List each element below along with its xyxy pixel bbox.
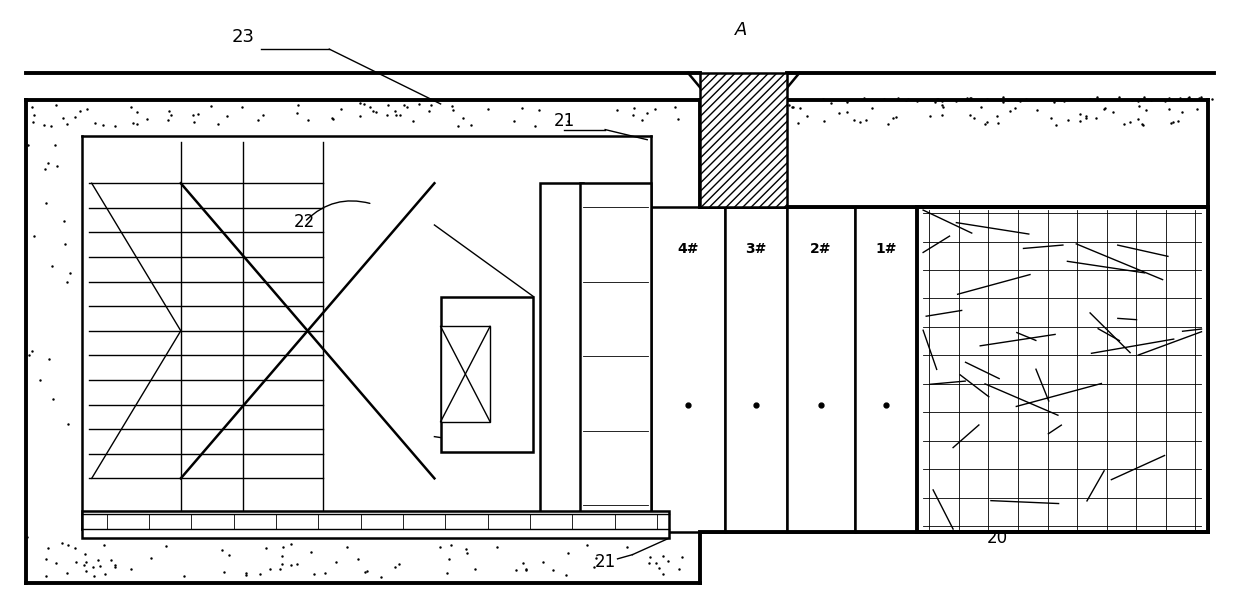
Bar (440, 297, 533, 452)
Bar (580, 183, 651, 529)
Bar (856, 207, 916, 532)
Text: 21: 21 (594, 553, 616, 571)
Text: 20: 20 (987, 529, 1008, 547)
Text: 4#: 4# (677, 242, 699, 256)
Bar (440, 326, 490, 422)
Bar (82, 511, 670, 538)
Bar (916, 207, 1208, 532)
Bar (651, 207, 725, 532)
Text: 23: 23 (231, 28, 254, 46)
Bar (539, 183, 583, 529)
Text: 1#: 1# (875, 242, 897, 256)
Bar (725, 207, 787, 532)
Bar (701, 73, 787, 207)
Text: 3#: 3# (745, 242, 766, 256)
Bar (916, 207, 1078, 532)
Text: A: A (735, 21, 748, 39)
Bar (787, 207, 856, 532)
Text: 22: 22 (294, 213, 315, 231)
Text: 21: 21 (554, 111, 575, 129)
Text: 2#: 2# (810, 242, 832, 256)
